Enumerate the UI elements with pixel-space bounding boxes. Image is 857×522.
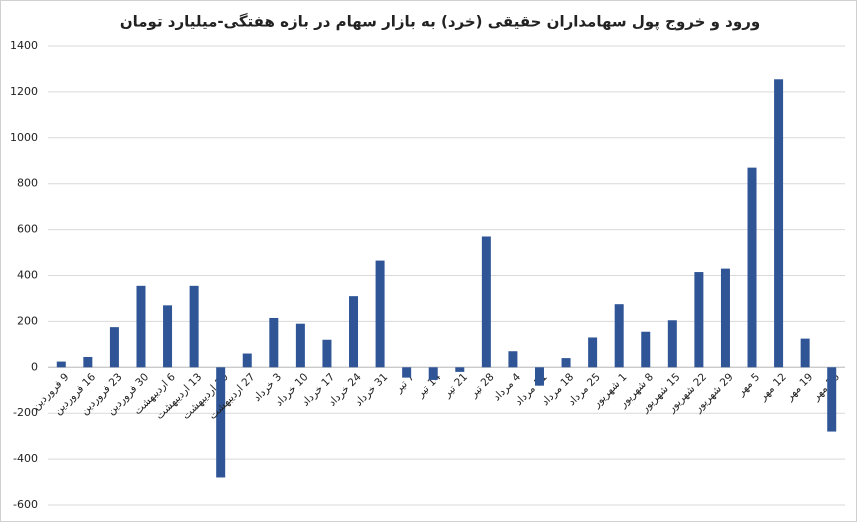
bar [136,285,146,368]
bar [481,236,491,368]
bar [428,367,438,380]
y-tick-label: -200 [13,406,38,419]
y-tick-label: 400 [17,269,38,282]
bar [189,285,199,368]
bar [349,296,359,368]
bar [614,304,624,368]
bar [56,361,66,368]
bar [508,351,518,368]
bar [667,320,677,368]
bar [269,317,279,368]
y-tick-label: 600 [17,223,38,236]
bar [534,367,544,386]
bar [561,358,571,368]
y-tick-label: 1000 [10,131,38,144]
y-tick-label: -400 [13,452,38,465]
y-tick-label: 800 [17,177,38,190]
bar [295,323,305,368]
y-tick-label: 200 [17,314,38,327]
bar [827,367,837,432]
bar [800,338,810,368]
y-tick-label: 1400 [10,39,38,52]
bar [402,367,412,378]
bar [774,79,784,368]
chart-title: ورود و خروج پول سهامداران حقیقی (خرد) به… [120,13,760,32]
bar [216,367,226,478]
bar [375,260,385,368]
y-tick-label: 1200 [10,85,38,98]
bar [109,327,119,368]
bar [322,339,332,368]
bar [588,337,598,368]
bar [242,353,252,368]
bar [747,167,757,368]
bar [455,367,465,372]
bar [163,305,173,368]
bar [694,272,704,368]
bar [720,268,730,368]
bar [83,356,93,368]
y-tick-label: 0 [31,360,38,373]
y-tick-label: -600 [13,498,38,511]
bar [641,331,651,368]
